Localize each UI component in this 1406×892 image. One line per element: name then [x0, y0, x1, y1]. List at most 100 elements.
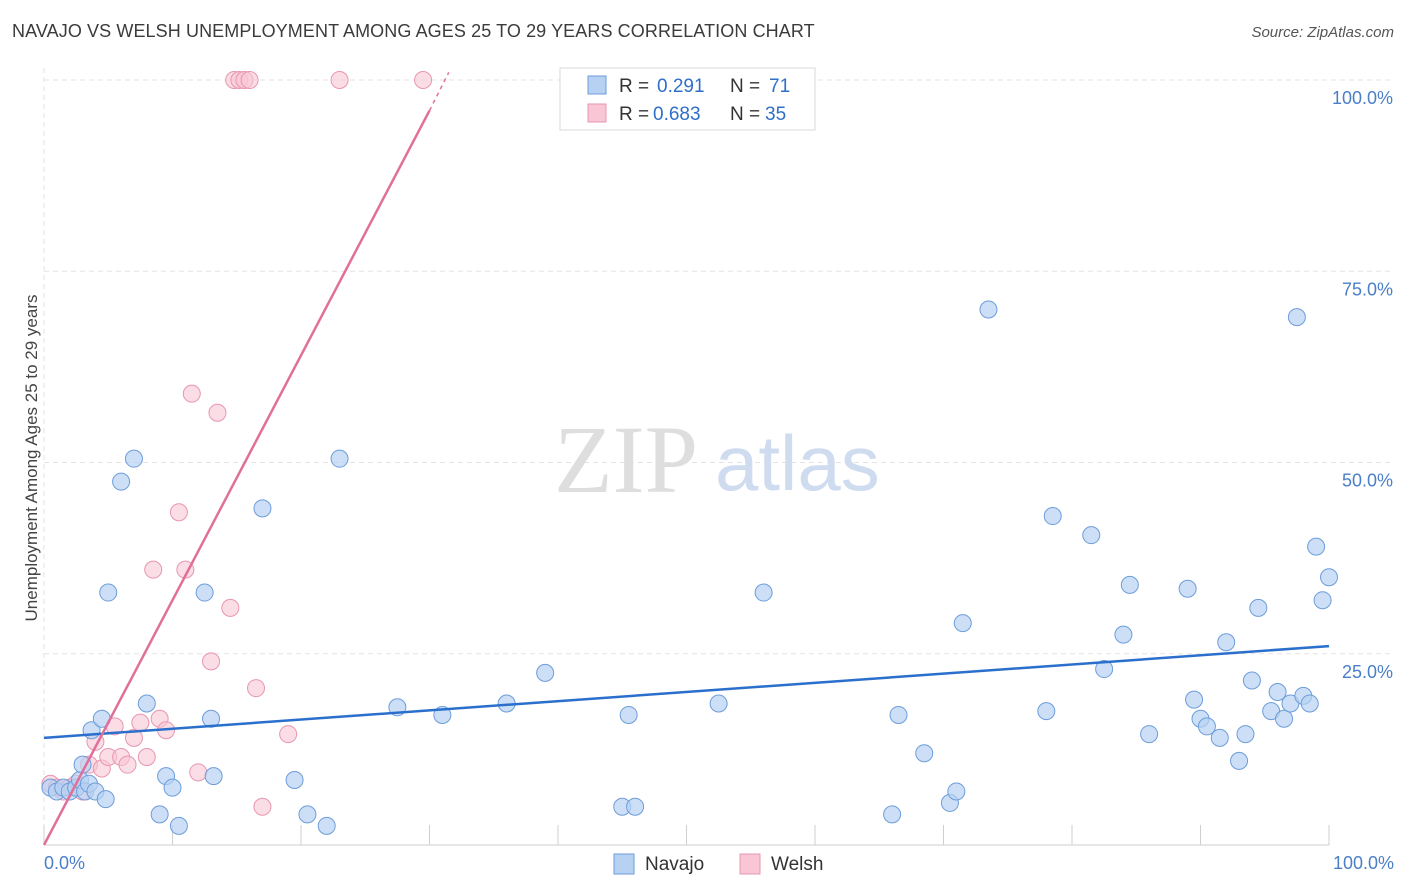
legend-n-label-navajo: N =: [730, 76, 760, 97]
navajo-point-55: [1197, 717, 1216, 736]
welsh-point-25: [221, 598, 240, 617]
legend-swatch-welsh: [587, 103, 607, 123]
navajo-point-12: [96, 790, 115, 809]
welsh-point-16: [144, 560, 163, 579]
bottom-legend-label-navajo: Navajo: [645, 854, 704, 875]
welsh-point-14: [131, 713, 150, 732]
navajo-point-14: [112, 472, 131, 491]
navajo-point-17: [150, 805, 169, 824]
navajo-point-42: [947, 782, 966, 801]
y-tick-label-0: 25.0%: [1342, 662, 1393, 682]
y-axis-label: Unemployment Among Ages 25 to 29 years: [22, 295, 41, 622]
navajo-point-38: [883, 805, 902, 824]
bottom-legend-swatch-welsh: [739, 853, 761, 875]
navajo-point-15: [124, 449, 143, 468]
navajo-point-26: [298, 805, 317, 824]
legend-r-value-navajo: 0.291: [657, 76, 705, 97]
navajo-point-34: [619, 705, 638, 724]
welsh-point-24: [208, 403, 227, 422]
navajo-point-63: [1268, 683, 1287, 701]
navajo-point-20: [169, 816, 188, 835]
navajo-point-28: [330, 449, 349, 468]
welsh-point-32: [279, 725, 298, 744]
x-tick-label-left: 0.0%: [44, 853, 85, 873]
x-axis-ticks: [43, 825, 1330, 845]
welsh-point-13: [124, 728, 143, 747]
navajo-point-68: [1300, 694, 1319, 713]
y-tick-label-1: 50.0%: [1342, 471, 1393, 491]
navajo-point-23: [204, 767, 223, 786]
navajo-point-39: [889, 705, 908, 724]
bottom-legend-swatch-navajo: [613, 853, 635, 875]
watermark-zip: ZIP: [554, 406, 698, 513]
navajo-point-60: [1242, 671, 1261, 690]
chart-source: Source: ZipAtlas.com: [1251, 24, 1394, 41]
navajo-point-48: [1095, 660, 1114, 679]
navajo-point-25: [285, 770, 304, 789]
navajo-point-46: [1043, 507, 1062, 526]
navajo-point-66: [1287, 308, 1306, 327]
legend-n-value-welsh: 35: [765, 104, 786, 125]
navajo-point-24: [253, 499, 272, 518]
navajo-point-69: [1307, 537, 1326, 556]
navajo-point-53: [1185, 690, 1204, 709]
navajo-point-27: [317, 816, 336, 835]
legend-r-label-welsh: R =: [619, 104, 649, 125]
navajo-trend-line: [43, 644, 1330, 740]
navajo-point-22: [202, 709, 221, 728]
bottom-legend: Navajo Welsh: [613, 853, 823, 875]
welsh-point-19: [169, 503, 188, 522]
navajo-point-47: [1082, 526, 1101, 545]
y-axis-tick-labels: 25.0% 50.0% 75.0% 100.0%: [1332, 88, 1393, 682]
navajo-point-51: [1140, 725, 1159, 744]
legend-r-label-navajo: R =: [619, 76, 649, 97]
navajo-point-35: [626, 797, 645, 816]
top-legend: R = 0.291 N = 71 R = 0.683 N = 35: [559, 67, 816, 131]
navajo-point-19: [163, 778, 182, 797]
legend-n-label-welsh: N =: [730, 104, 760, 125]
welsh-point-33: [330, 71, 349, 89]
navajo-point-70: [1313, 591, 1332, 610]
legend-r-value-welsh: 0.683: [653, 104, 701, 125]
watermark-atlas: atlas: [715, 419, 880, 507]
y-tick-label-2: 75.0%: [1342, 279, 1393, 299]
y-tick-label-3: 100.0%: [1332, 88, 1393, 108]
welsh-point-23: [202, 652, 221, 671]
navajo-point-58: [1230, 751, 1249, 770]
bottom-legend-label-welsh: Welsh: [771, 854, 823, 875]
navajo-point-43: [953, 614, 972, 633]
navajo-point-52: [1178, 579, 1197, 598]
navajo-point-45: [1037, 702, 1056, 721]
navajo-point-16: [137, 694, 156, 713]
navajo-point-13: [99, 583, 118, 602]
legend-n-value-navajo: 71: [769, 76, 790, 97]
navajo-point-36: [709, 694, 728, 713]
navajo-point-50: [1120, 575, 1139, 594]
navajo-points: [41, 300, 1338, 835]
navajo-point-59: [1236, 725, 1255, 744]
welsh-point-21: [182, 384, 201, 403]
navajo-point-49: [1114, 625, 1133, 644]
navajo-point-21: [195, 583, 214, 602]
welsh-point-15: [137, 748, 156, 767]
navajo-point-37: [754, 583, 773, 602]
welsh-point-22: [189, 763, 208, 782]
navajo-point-64: [1275, 709, 1294, 728]
welsh-point-34: [414, 71, 433, 89]
welsh-point-31: [253, 797, 272, 816]
welsh-point-12: [118, 755, 137, 774]
navajo-point-71: [1320, 568, 1338, 587]
trend-lines: [42, 72, 1330, 846]
navajo-point-40: [915, 744, 934, 763]
welsh-point-30: [247, 679, 266, 698]
navajo-point-32: [536, 663, 555, 682]
welsh-trend-line-extension: [428, 72, 450, 111]
welsh-points: [41, 71, 433, 816]
welsh-point-29: [240, 71, 259, 89]
welsh-trend-line: [42, 110, 431, 846]
x-tick-label-right: 100.0%: [1333, 853, 1394, 873]
navajo-point-61: [1249, 598, 1268, 617]
chart-title: NAVAJO VS WELSH UNEMPLOYMENT AMONG AGES …: [12, 21, 815, 41]
grid-lines: [43, 68, 1394, 845]
